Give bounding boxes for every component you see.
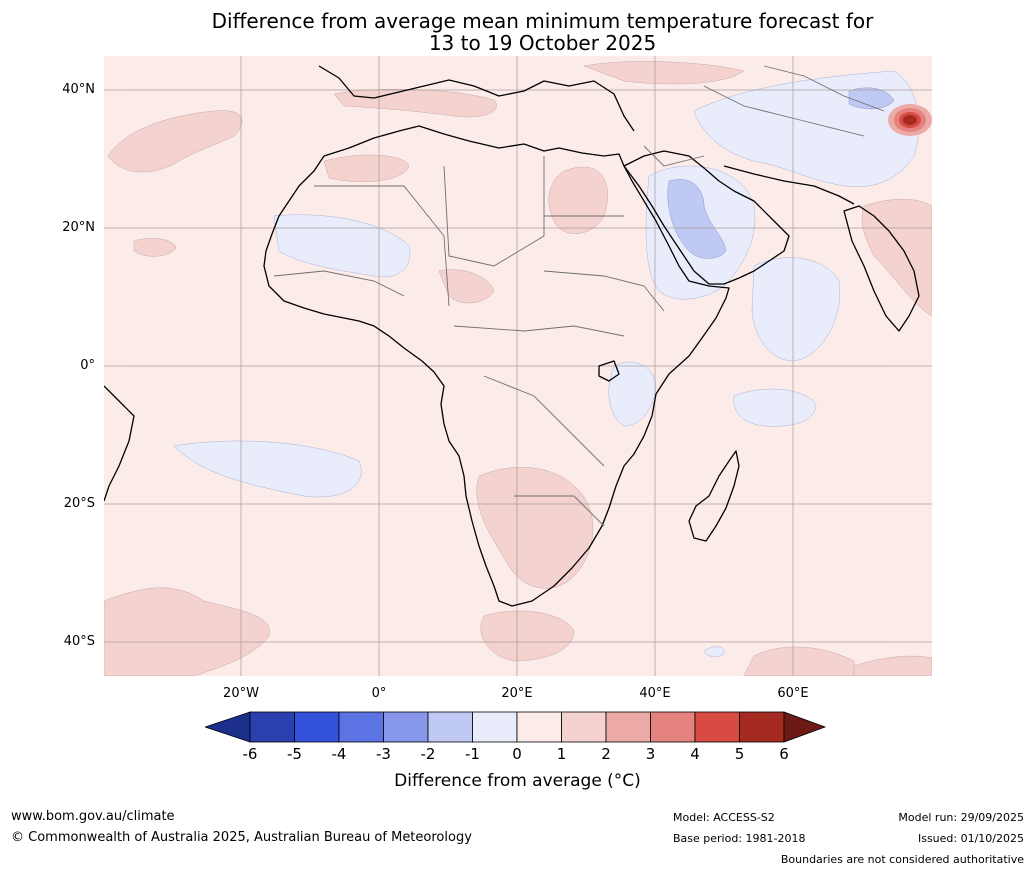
patch-atlantic-small	[133, 238, 177, 257]
border-sudan-south	[543, 270, 665, 312]
colorbar-extend-low	[205, 711, 251, 743]
colorbar-cell	[694, 711, 740, 743]
footer-base-period: Base period: 1981-2018	[673, 832, 806, 845]
footer-issued: Issued: 01/10/2025	[917, 832, 1024, 845]
border-central-asia	[763, 65, 885, 112]
colorbar-tick-label: 4	[690, 745, 700, 763]
patch-mediterranean	[333, 88, 497, 118]
coast-south-america	[104, 385, 135, 502]
lat-label-20n: 20°N	[62, 220, 95, 235]
forecast-map	[104, 56, 932, 676]
coast-iran	[723, 165, 855, 205]
footer-website: www.bom.gov.au/climate	[11, 809, 175, 824]
hotspot-ring-6	[903, 115, 917, 125]
patch-sahara-north	[323, 154, 410, 183]
colorbar-cell	[249, 711, 295, 743]
map-canvas	[104, 56, 932, 676]
colorbar-tick-label: 3	[645, 745, 656, 763]
colorbar-cell	[383, 711, 429, 743]
patch-madagascar-east	[733, 388, 817, 427]
patch-turkey	[583, 61, 745, 85]
patch-saudi-cool	[667, 179, 727, 259]
colorbar-cell	[338, 711, 384, 743]
lon-label-0: 0°	[371, 686, 387, 701]
coastlines	[104, 65, 920, 607]
colorbar-cell	[427, 711, 473, 743]
graticule	[104, 56, 932, 676]
colorbar-tick-label: -1	[465, 745, 480, 763]
colorbar-tick-label: 0	[512, 745, 522, 763]
border-sahel	[273, 270, 405, 297]
lat-label-40n: 40°N	[62, 82, 95, 97]
colorbar-tick-label: 6	[779, 745, 789, 763]
coast-africa	[263, 125, 730, 607]
patch-north-atlantic	[107, 110, 243, 173]
lat-label-20s: 20°S	[63, 496, 95, 511]
colorbar-cell	[294, 711, 340, 743]
anomaly-warm-hotspot	[888, 104, 932, 136]
patch-arabian-sea	[751, 257, 841, 362]
colorbar-cell	[472, 711, 518, 743]
colorbar-tick-label: -3	[376, 745, 391, 763]
coast-arabia	[623, 150, 790, 285]
patch-sahel	[273, 214, 411, 278]
patch-atlantic-south-east	[173, 440, 362, 498]
border-namibia-botswana	[514, 495, 605, 527]
border-libya-chad	[443, 156, 545, 267]
lat-label-equator: 0°	[80, 358, 95, 373]
colorbar-tick-label: -6	[242, 745, 258, 763]
colorbar-extend-high	[783, 711, 827, 743]
colorbar-cell	[739, 711, 785, 743]
lon-label-60e: 60°E	[777, 686, 809, 701]
patch-tanzania	[608, 361, 657, 427]
patch-south-atlantic	[104, 587, 270, 676]
footer-model: Model: ACCESS-S2	[673, 811, 775, 824]
colorbar-tick-label: -5	[287, 745, 302, 763]
country-borders	[273, 65, 885, 527]
colorbar-cell	[605, 711, 651, 743]
border-levant	[643, 145, 705, 167]
patch-indian-small	[703, 646, 725, 658]
coast-madagascar	[688, 450, 740, 542]
border-congo-zambia	[483, 375, 605, 467]
patch-central-africa	[438, 269, 495, 304]
colorbar-cells	[205, 711, 827, 743]
anomaly-cool-1-2	[667, 87, 895, 259]
colorbar-title: Difference from average (°C)	[394, 771, 641, 791]
lat-label-40s: 40°S	[63, 634, 95, 649]
patch-egypt-red-sea	[548, 166, 608, 234]
coast-lake-victoria	[598, 360, 620, 382]
border-west-africa	[314, 185, 450, 307]
colorbar-cell	[516, 711, 562, 743]
colorbar-cell	[561, 711, 607, 743]
colorbar-tick-label: 2	[601, 745, 611, 763]
map-title: Difference from average mean minimum tem…	[150, 10, 935, 54]
patch-afghanistan-cool	[848, 87, 895, 110]
lon-label-40e: 40°E	[639, 686, 671, 701]
title-line-2: 13 to 19 October 2025	[428, 31, 657, 55]
patch-southern-africa	[476, 467, 594, 589]
footer-disclaimer: Boundaries are not considered authoritat…	[780, 853, 1024, 866]
colorbar-tick-label: 5	[734, 745, 745, 763]
colorbar-tick-label: 1	[556, 745, 567, 763]
border-iran	[703, 85, 865, 137]
footer-copyright: © Commonwealth of Australia 2025, Austra…	[11, 830, 472, 845]
patch-southern-ocean	[480, 610, 575, 662]
border-central	[453, 325, 625, 337]
colorbar-cell	[650, 711, 696, 743]
lon-label-20w: 20°W	[223, 686, 259, 701]
coast-india	[843, 205, 920, 332]
title-line-1: Difference from average mean minimum tem…	[211, 9, 874, 33]
patch-indian-southeast	[853, 655, 932, 676]
footer-model-run: Model run: 29/09/2025	[898, 811, 1024, 824]
colorbar-tick-label: -4	[331, 745, 347, 763]
colorbar-tick-label: -2	[420, 745, 436, 763]
lon-label-20e: 20°E	[501, 686, 533, 701]
colorbar	[205, 711, 827, 743]
coast-europe	[318, 65, 635, 132]
